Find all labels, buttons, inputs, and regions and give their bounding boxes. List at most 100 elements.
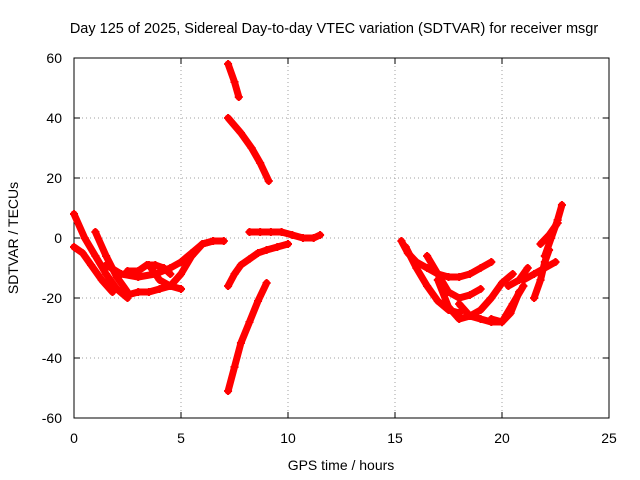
data-point (230, 270, 239, 278)
data-point (476, 264, 485, 272)
data-point (166, 282, 175, 290)
data-point (262, 279, 271, 287)
data-point (536, 240, 545, 248)
data-point (530, 270, 539, 278)
data-point (498, 318, 506, 326)
data-point (144, 261, 153, 269)
data-point (256, 159, 265, 167)
x-axis-label: GPS time / hours (288, 457, 395, 473)
data-point (78, 249, 87, 257)
data-point (433, 297, 442, 305)
series-arc-j (224, 279, 271, 395)
data-point (465, 312, 474, 320)
series-arc-v (540, 201, 566, 260)
data-point (155, 276, 164, 284)
data-point (455, 300, 464, 308)
series-arc-h (224, 60, 243, 101)
data-point (254, 297, 263, 305)
data-point (70, 210, 78, 218)
series-arc-s (504, 264, 532, 290)
data-point (97, 276, 106, 284)
data-point (177, 270, 185, 278)
data-point (536, 276, 545, 284)
data-point (545, 246, 554, 254)
data-point (177, 258, 185, 266)
y-axis-ticks: -60 -40 -20 0 20 40 60 (42, 50, 609, 426)
data-point (316, 231, 325, 239)
data-point (273, 243, 282, 251)
series-line (224, 279, 271, 395)
data-point (476, 285, 485, 293)
data-point (123, 267, 132, 275)
data-point (102, 261, 111, 269)
data-point (224, 114, 233, 122)
series-line (70, 210, 131, 302)
x-tick-label: 25 (601, 430, 617, 446)
data-point (397, 237, 406, 245)
data-point (508, 270, 517, 278)
y-tick-label: -40 (42, 350, 62, 366)
y-tick-label: 40 (46, 110, 62, 126)
series-line (530, 246, 553, 302)
data-point (108, 288, 117, 296)
data-point (236, 261, 245, 269)
data-point (455, 273, 464, 281)
data-point (144, 288, 153, 296)
y-tick-label: 0 (54, 230, 62, 246)
data-point (465, 270, 474, 278)
data-point (123, 291, 132, 299)
data-point (230, 363, 239, 371)
data-point (412, 264, 421, 272)
data-point (423, 282, 432, 290)
series-arc-k (224, 240, 292, 290)
data-point (230, 78, 239, 86)
data-point (519, 276, 528, 284)
data-point (476, 306, 485, 314)
series-arc-w (530, 246, 554, 302)
data-point (288, 231, 297, 239)
data-point (277, 228, 286, 236)
series-line (224, 114, 273, 185)
data-point (224, 387, 233, 395)
x-tick-label: 20 (494, 430, 510, 446)
x-tick-label: 15 (387, 430, 403, 446)
data-point (177, 285, 185, 293)
data-point (236, 129, 245, 137)
data-point (187, 252, 196, 260)
data-point (134, 267, 143, 275)
series-line (224, 60, 243, 101)
series-arc-l (245, 228, 325, 242)
data-point (219, 237, 228, 245)
x-axis-ticks: 0 5 10 15 20 25 (70, 58, 617, 446)
data-point (487, 315, 496, 323)
data-point (245, 318, 254, 326)
y-axis-label: SDTVAR / TECUs (5, 182, 21, 294)
x-tick-label: 5 (177, 430, 185, 446)
data-point (166, 270, 175, 278)
data-point (198, 240, 207, 248)
data-point (523, 264, 532, 272)
data-point (476, 315, 485, 323)
data-point (444, 303, 453, 311)
data-point (91, 252, 100, 260)
data-point (423, 252, 432, 260)
data-point (117, 270, 126, 278)
data-point (209, 237, 218, 245)
data-point (155, 285, 164, 293)
data-point (487, 294, 496, 302)
data-point (284, 240, 292, 248)
data-point (465, 291, 474, 299)
data-point (444, 273, 453, 281)
data-point (540, 258, 549, 266)
data-point (433, 276, 442, 284)
data-point (508, 300, 517, 308)
x-tick-label: 10 (280, 430, 296, 446)
series-line (145, 261, 185, 293)
data-point (256, 228, 265, 236)
data-point (557, 201, 566, 209)
series-line (487, 282, 527, 326)
series-arc-i (224, 114, 273, 185)
series-arc-r (487, 282, 528, 326)
data-point (245, 228, 254, 236)
data-point (102, 252, 111, 260)
